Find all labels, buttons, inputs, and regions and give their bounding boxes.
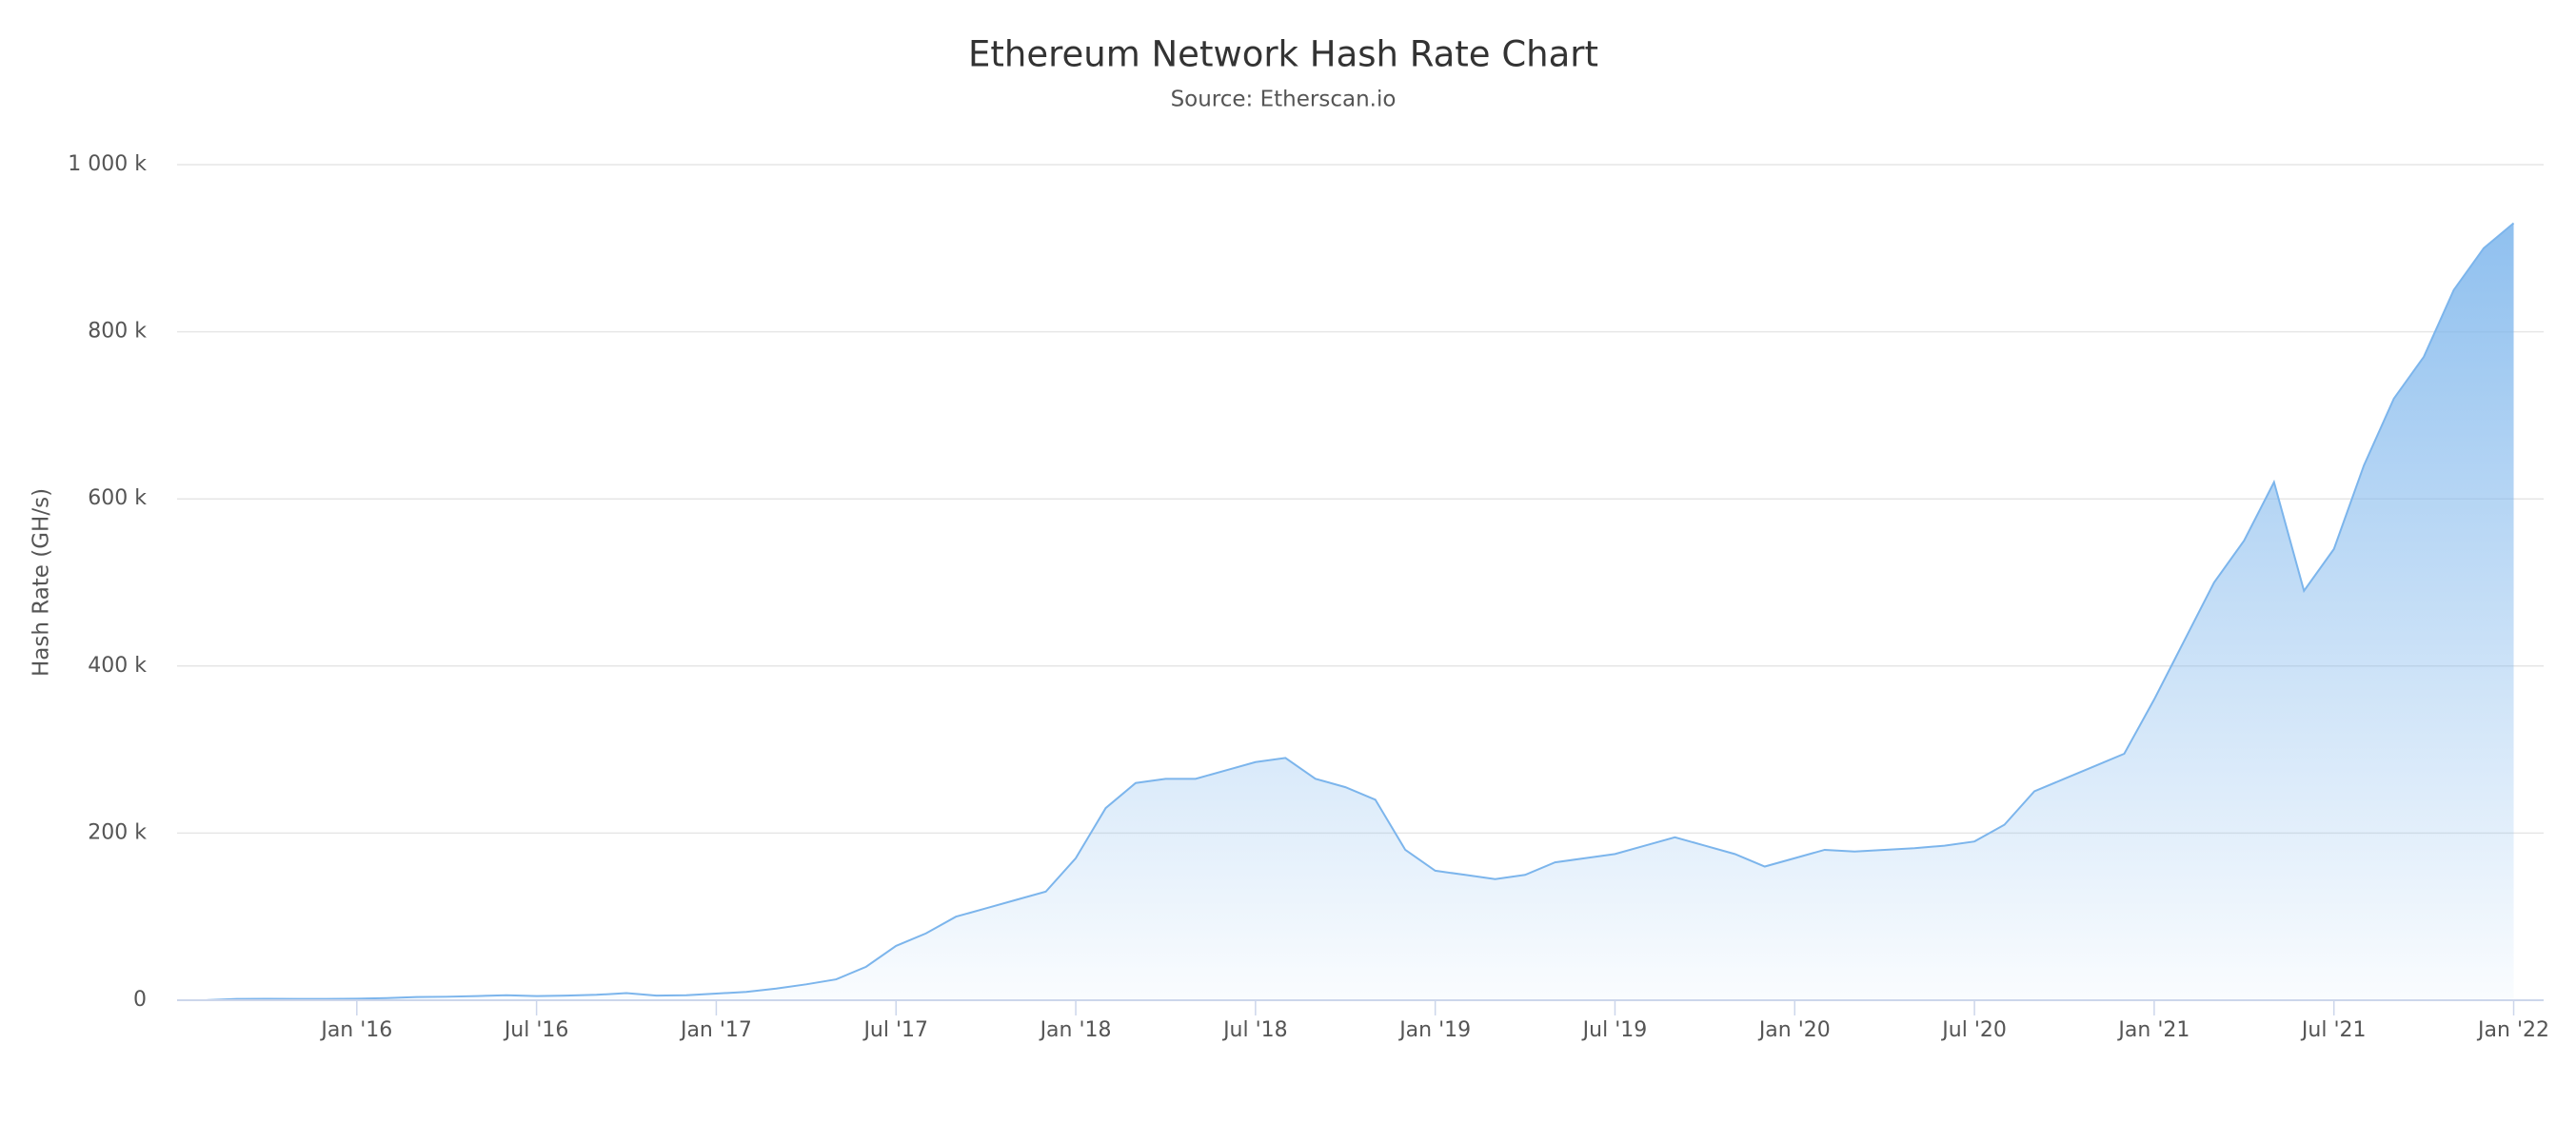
x-tick-label: Jul '18 bbox=[1221, 1018, 1288, 1042]
area-fill bbox=[207, 223, 2514, 1000]
y-tick-label: 800 k bbox=[88, 320, 147, 344]
x-tick-label: Jul '16 bbox=[503, 1018, 569, 1042]
x-tick-label: Jul '19 bbox=[1581, 1018, 1648, 1042]
x-tick-label: Jul '21 bbox=[2300, 1018, 2367, 1042]
chart-subtitle: Source: Etherscan.io bbox=[1171, 88, 1397, 112]
y-tick-label: 1 000 k bbox=[68, 152, 147, 176]
x-tick-label: Jul '20 bbox=[1940, 1018, 2007, 1042]
chart-title: Ethereum Network Hash Rate Chart bbox=[968, 34, 1598, 75]
y-tick-label: 600 k bbox=[88, 486, 147, 510]
y-tick-label: 400 k bbox=[88, 654, 147, 678]
x-tick-label: Jan '16 bbox=[319, 1018, 392, 1042]
x-tick-label: Jan '22 bbox=[2476, 1018, 2549, 1042]
x-tick-label: Jan '20 bbox=[1757, 1018, 1831, 1042]
x-tick-label: Jan '21 bbox=[2116, 1018, 2190, 1042]
area-line bbox=[207, 222, 2515, 1001]
y-axis-label: Hash Rate (GH/s) bbox=[30, 488, 54, 677]
y-tick-label: 200 k bbox=[88, 820, 147, 844]
x-tick-label: Jul '17 bbox=[862, 1018, 928, 1042]
x-tick-label: Jan '17 bbox=[679, 1018, 752, 1042]
x-tick-label: Jan '19 bbox=[1397, 1018, 1471, 1042]
x-tick-label: Jan '18 bbox=[1039, 1018, 1112, 1042]
y-tick-label: 0 bbox=[133, 988, 147, 1012]
